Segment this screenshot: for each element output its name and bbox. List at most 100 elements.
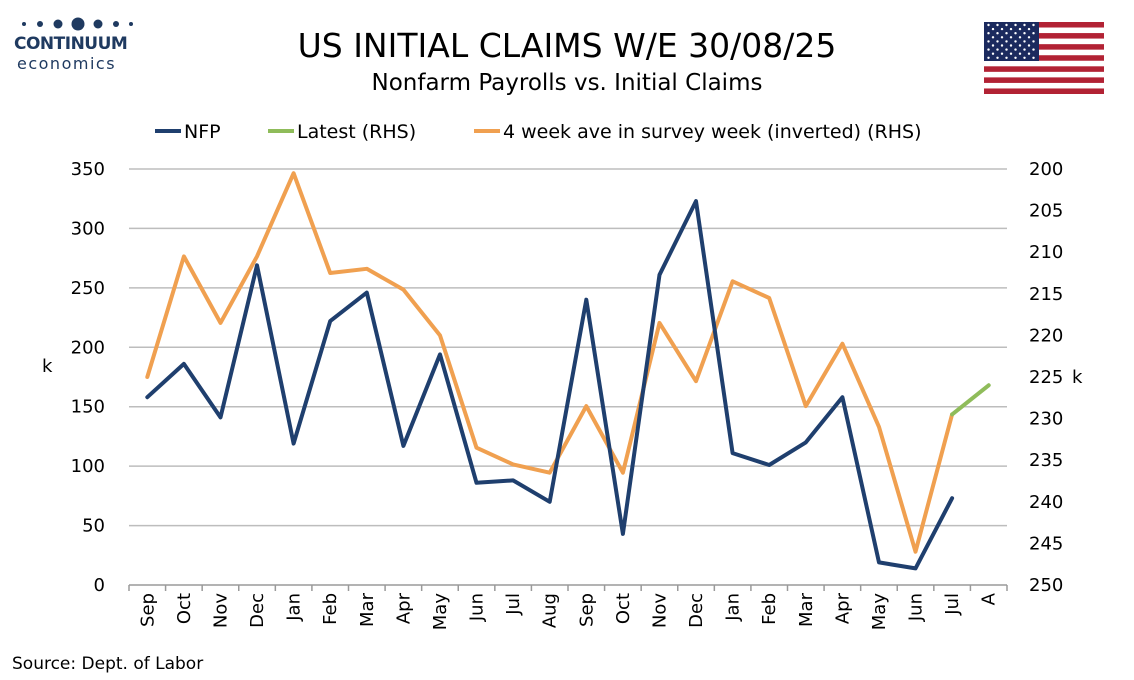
flag-star bbox=[1014, 40, 1017, 43]
right-tick-label: 225 bbox=[1029, 367, 1063, 388]
flag-star bbox=[1032, 32, 1035, 35]
flag-star bbox=[1027, 27, 1031, 31]
x-tick-label: Apr bbox=[832, 592, 853, 624]
flag-star bbox=[1014, 56, 1017, 59]
left-tick-label: 300 bbox=[71, 218, 105, 239]
x-tick-label: Oct bbox=[613, 593, 634, 624]
flag-star bbox=[1032, 23, 1035, 27]
right-tick-label: 200 bbox=[1029, 159, 1063, 180]
flag-stripe bbox=[984, 38, 1104, 45]
flag-star bbox=[1027, 36, 1031, 39]
left-tick-label: 250 bbox=[71, 278, 105, 299]
x-tick-label: Feb bbox=[320, 593, 341, 625]
x-tick-label: Jul bbox=[503, 593, 524, 616]
flag-stripe bbox=[984, 55, 1104, 61]
left-tick-label: 100 bbox=[71, 456, 105, 477]
flag-star bbox=[1018, 52, 1022, 55]
flag-star bbox=[1014, 23, 1017, 27]
chart-title: US INITIAL CLAIMS W/E 30/08/25 bbox=[297, 26, 837, 65]
flag-star bbox=[1000, 36, 1004, 39]
logo-name: CONTINUUM bbox=[14, 34, 128, 54]
x-tick-label: Jul bbox=[942, 593, 963, 616]
flag-star bbox=[1023, 32, 1026, 35]
x-tick-label: Mar bbox=[357, 592, 378, 627]
flag-star bbox=[996, 23, 999, 27]
flag-star bbox=[991, 44, 995, 47]
continuum-logo: CONTINUUM economics bbox=[14, 12, 144, 78]
flag-stripe bbox=[984, 71, 1104, 78]
flag-stripe bbox=[984, 88, 1104, 94]
flag-star bbox=[1032, 48, 1035, 51]
flag-star bbox=[1032, 56, 1035, 59]
flag-star bbox=[1018, 27, 1022, 31]
flag-star bbox=[1009, 36, 1013, 39]
flag-star bbox=[1018, 44, 1022, 47]
x-tick-label: Apr bbox=[393, 592, 414, 624]
flag-star bbox=[987, 23, 990, 27]
flag-stripe bbox=[984, 27, 1104, 34]
x-tick-label: Dec bbox=[247, 593, 268, 628]
flag-star bbox=[1005, 40, 1008, 43]
left-tick-label: 350 bbox=[71, 159, 105, 180]
x-tick-label: Aug bbox=[540, 593, 561, 628]
right-axis-label: k bbox=[1072, 367, 1083, 388]
x-tick-label: Jan bbox=[284, 593, 305, 622]
logo-subtitle: economics bbox=[17, 54, 117, 73]
x-tick-label: Sep bbox=[137, 593, 158, 627]
flag-star bbox=[1018, 36, 1022, 39]
x-tick-label: Mar bbox=[796, 592, 817, 627]
flag-star bbox=[991, 27, 995, 31]
flag-star bbox=[1009, 44, 1013, 47]
legend-label: 4 week ave in survey week (inverted) (RH… bbox=[503, 121, 922, 143]
legend-label: Latest (RHS) bbox=[297, 121, 416, 143]
logo-dots-icon bbox=[22, 17, 133, 31]
flag-star bbox=[1005, 23, 1008, 27]
x-tick-label: Jan bbox=[723, 593, 744, 622]
right-tick-label: 235 bbox=[1029, 450, 1063, 471]
flag-stripe bbox=[984, 82, 1104, 89]
flag-star bbox=[1005, 32, 1008, 35]
series-line-latest-rhs bbox=[950, 383, 991, 417]
us-flag-icon bbox=[984, 22, 1104, 94]
right-tick-label: 205 bbox=[1029, 201, 1063, 222]
left-tick-label: 150 bbox=[71, 397, 105, 418]
right-tick-label: 240 bbox=[1029, 492, 1063, 513]
x-tick-label: Nov bbox=[210, 593, 231, 628]
legend-label: NFP bbox=[184, 121, 221, 143]
flag-star bbox=[996, 40, 999, 43]
flag-star bbox=[1014, 32, 1017, 35]
series-line-4-week-ave-in-survey-week-inverted-rhs bbox=[145, 171, 955, 554]
left-tick-label: 0 bbox=[94, 575, 105, 596]
right-tick-label: 220 bbox=[1029, 325, 1063, 346]
right-tick-label: 245 bbox=[1029, 533, 1063, 554]
flag-star bbox=[991, 36, 995, 39]
flag-star bbox=[1023, 23, 1026, 27]
flag-star bbox=[987, 48, 990, 51]
right-tick-label: 230 bbox=[1029, 409, 1063, 430]
flag-stripe bbox=[984, 60, 1104, 67]
left-tick-label: 50 bbox=[82, 516, 105, 537]
flag-star bbox=[1005, 56, 1008, 59]
flag-stripe bbox=[984, 77, 1104, 84]
flag-star bbox=[1009, 52, 1013, 55]
flag-star bbox=[1023, 40, 1026, 43]
flag-stripe bbox=[984, 66, 1104, 73]
flag-star bbox=[1000, 52, 1004, 55]
flag-star bbox=[991, 52, 995, 55]
flag-star bbox=[1027, 44, 1031, 47]
flag-star bbox=[996, 32, 999, 35]
source-note: Source: Dept. of Labor bbox=[12, 654, 204, 674]
right-tick-label: 250 bbox=[1029, 575, 1063, 596]
x-tick-label: May bbox=[430, 593, 451, 631]
flag-star bbox=[987, 40, 990, 43]
right-tick-label: 210 bbox=[1029, 242, 1063, 263]
flag-star bbox=[1005, 48, 1008, 51]
left-axis-label: k bbox=[42, 356, 53, 377]
flag-stripe bbox=[984, 22, 1104, 28]
right-tick-label: 215 bbox=[1029, 284, 1063, 305]
flag-stripe bbox=[984, 44, 1104, 50]
flag-star bbox=[987, 56, 990, 59]
x-tick-label: Jun bbox=[906, 593, 927, 622]
chart-subtitle: Nonfarm Payrolls vs. Initial Claims bbox=[371, 70, 763, 96]
